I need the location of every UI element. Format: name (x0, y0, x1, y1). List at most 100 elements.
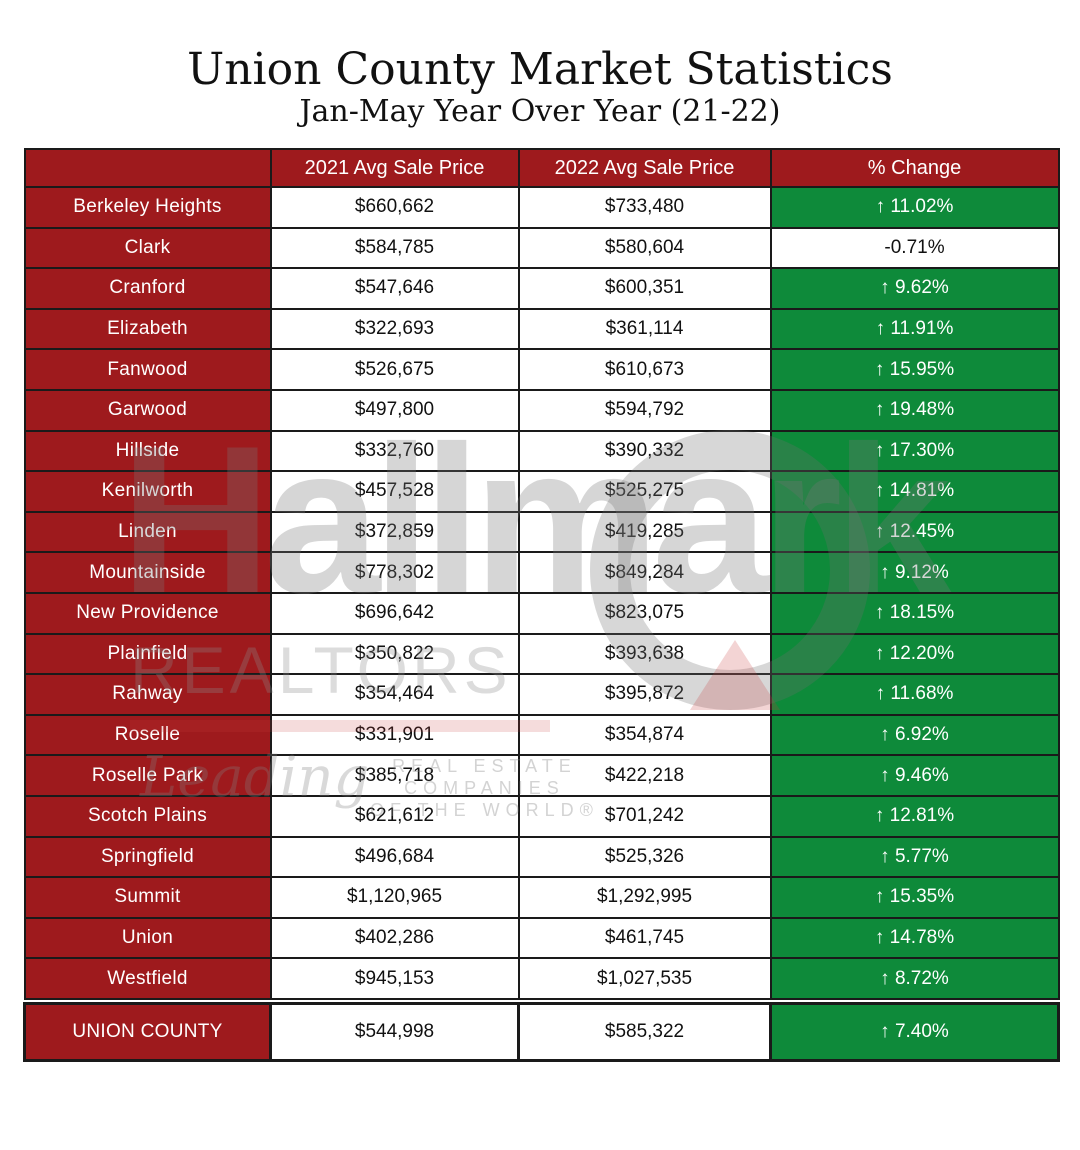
table-row: Roselle Park $385,718 $422,218 ↑ 9.46% (23, 754, 1060, 797)
percent-change: ↑ 17.30% (769, 429, 1060, 473)
town-name: Plainfield (23, 632, 272, 676)
percent-change: ↑ 11.68% (769, 673, 1060, 716)
table-row: Union $402,286 $461,745 ↑ 14.78% (23, 916, 1060, 960)
table-row: Cranford $547,646 $600,351 ↑ 9.62% (23, 267, 1060, 310)
price-2021: $372,859 (269, 510, 520, 554)
town-name: Westfield (23, 957, 272, 1000)
town-name: New Providence (23, 591, 272, 635)
table-row: New Providence $696,642 $823,075 ↑ 18.15% (23, 591, 1060, 635)
price-2021: $322,693 (269, 307, 520, 351)
table-header-row: 2021 Avg Sale Price 2022 Avg Sale Price … (23, 148, 1060, 188)
percent-change: ↑ 9.46% (769, 754, 1060, 797)
price-2022: $610,673 (517, 348, 772, 391)
town-name: Summit (23, 876, 272, 919)
town-name: Hillside (23, 429, 272, 473)
price-2022: $461,745 (517, 916, 772, 960)
percent-change: ↑ 15.95% (769, 348, 1060, 391)
price-2021: $621,612 (269, 794, 520, 838)
percent-change: ↑ 12.45% (769, 510, 1060, 554)
price-2021: $331,901 (269, 713, 520, 757)
percent-change: ↑ 14.81% (769, 470, 1060, 513)
town-name: Springfield (23, 835, 272, 879)
table-row: Berkeley Heights $660,662 $733,480 ↑ 11.02% (23, 186, 1060, 229)
percent-change: ↑ 18.15% (769, 591, 1060, 635)
table-row: Elizabeth $322,693 $361,114 ↑ 11.91% (23, 307, 1060, 351)
page-title: Union County Market Statistics (187, 44, 893, 95)
total-2022: $585,322 (517, 1001, 772, 1062)
price-2021: $584,785 (269, 226, 520, 270)
price-2021: $1,120,965 (269, 876, 520, 919)
percent-change: ↑ 6.92% (769, 713, 1060, 757)
table-row: Clark $584,785 $580,604 -0.71% (23, 226, 1060, 270)
town-name: Kenilworth (23, 470, 272, 513)
percent-change: ↑ 14.78% (769, 916, 1060, 960)
price-2021: $385,718 (269, 754, 520, 797)
table-row-total: UNION COUNTY $544,998 $585,322 ↑ 7.40% (23, 1001, 1060, 1062)
percent-change: ↑ 12.20% (769, 632, 1060, 676)
town-name: Fanwood (23, 348, 272, 391)
percent-change: ↑ 19.48% (769, 388, 1060, 432)
percent-change: ↑ 11.02% (769, 186, 1060, 229)
total-change: ↑ 7.40% (769, 1001, 1060, 1062)
total-2021: $544,998 (269, 1001, 520, 1062)
header-2022: 2022 Avg Sale Price (517, 148, 772, 188)
price-2022: $1,027,535 (517, 957, 772, 1000)
price-2022: $361,114 (517, 307, 772, 351)
table-row: Mountainside $778,302 $849,284 ↑ 9.12% (23, 551, 1060, 594)
price-2021: $354,464 (269, 673, 520, 716)
table-row: Summit $1,120,965 $1,292,995 ↑ 15.35% (23, 876, 1060, 919)
table-row: Springfield $496,684 $525,326 ↑ 5.77% (23, 835, 1060, 879)
town-name: Roselle Park (23, 754, 272, 797)
percent-change: ↑ 9.12% (769, 551, 1060, 594)
total-name: UNION COUNTY (23, 1001, 272, 1062)
town-name: Roselle (23, 713, 272, 757)
price-2021: $778,302 (269, 551, 520, 594)
town-name: Rahway (23, 673, 272, 716)
town-name: Linden (23, 510, 272, 554)
price-2022: $395,872 (517, 673, 772, 716)
table-row: Fanwood $526,675 $610,673 ↑ 15.95% (23, 348, 1060, 391)
price-2022: $1,292,995 (517, 876, 772, 919)
price-2022: $733,480 (517, 186, 772, 229)
price-2021: $350,822 (269, 632, 520, 676)
price-2021: $696,642 (269, 591, 520, 635)
price-2022: $525,326 (517, 835, 772, 879)
town-name: Mountainside (23, 551, 272, 594)
town-name: Berkeley Heights (23, 186, 272, 229)
percent-change: -0.71% (769, 226, 1060, 270)
percent-change: ↑ 8.72% (769, 957, 1060, 1000)
price-2022: $525,275 (517, 470, 772, 513)
table-row: Plainfield $350,822 $393,638 ↑ 12.20% (23, 632, 1060, 676)
price-2021: $457,528 (269, 470, 520, 513)
table-row: Garwood $497,800 $594,792 ↑ 19.48% (23, 388, 1060, 432)
price-2021: $547,646 (269, 267, 520, 310)
price-2022: $600,351 (517, 267, 772, 310)
price-2021: $526,675 (269, 348, 520, 391)
price-2022: $354,874 (517, 713, 772, 757)
price-2022: $823,075 (517, 591, 772, 635)
table-row: Kenilworth $457,528 $525,275 ↑ 14.81% (23, 470, 1060, 513)
percent-change: ↑ 15.35% (769, 876, 1060, 919)
town-name: Garwood (23, 388, 272, 432)
percent-change: ↑ 5.77% (769, 835, 1060, 879)
price-2021: $332,760 (269, 429, 520, 473)
town-name: Clark (23, 226, 272, 270)
town-name: Union (23, 916, 272, 960)
price-2022: $422,218 (517, 754, 772, 797)
price-2021: $945,153 (269, 957, 520, 1000)
price-2021: $496,684 (269, 835, 520, 879)
price-2022: $580,604 (517, 226, 772, 270)
table-row: Roselle $331,901 $354,874 ↑ 6.92% (23, 713, 1060, 757)
percent-change: ↑ 9.62% (769, 267, 1060, 310)
price-2022: $594,792 (517, 388, 772, 432)
percent-change: ↑ 12.81% (769, 794, 1060, 838)
town-name: Cranford (23, 267, 272, 310)
price-2022: $419,285 (517, 510, 772, 554)
price-2022: $701,242 (517, 794, 772, 838)
market-stats-table: 2021 Avg Sale Price 2022 Avg Sale Price … (23, 148, 1060, 1062)
header-change: % Change (769, 148, 1060, 188)
header-2021: 2021 Avg Sale Price (269, 148, 520, 188)
town-name: Scotch Plains (23, 794, 272, 838)
table-row: Hillside $332,760 $390,332 ↑ 17.30% (23, 429, 1060, 473)
table-row: Westfield $945,153 $1,027,535 ↑ 8.72% (23, 957, 1060, 1000)
